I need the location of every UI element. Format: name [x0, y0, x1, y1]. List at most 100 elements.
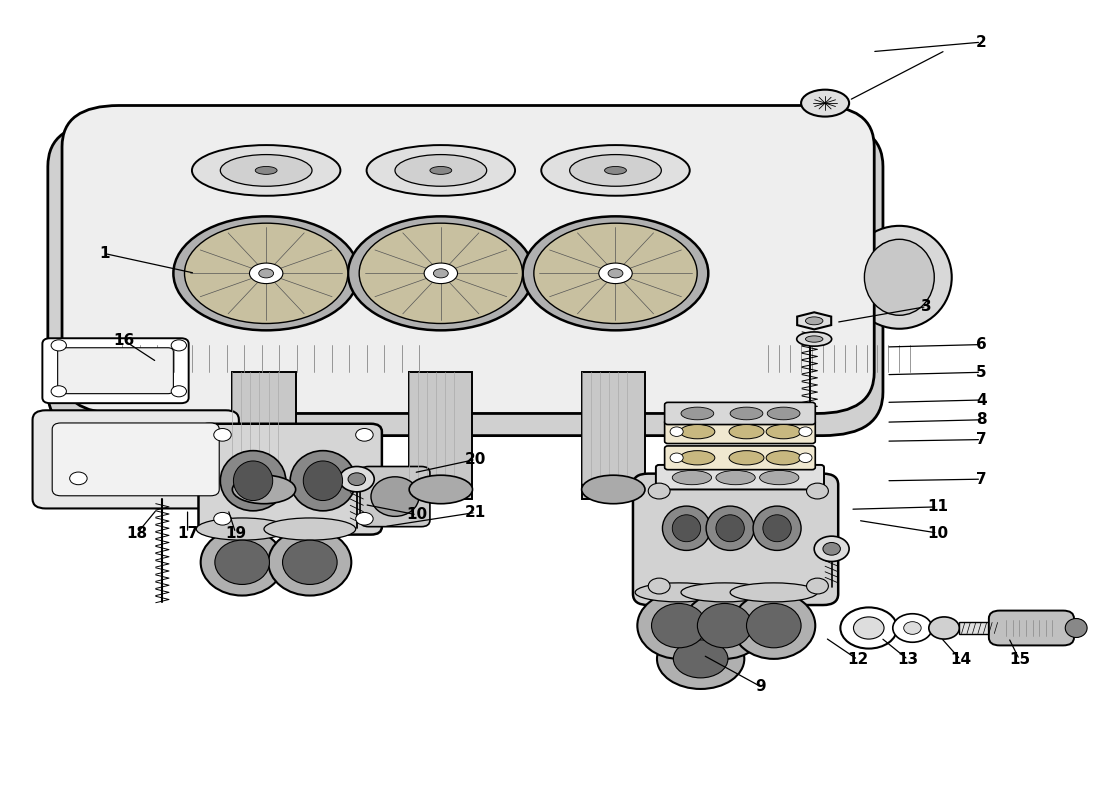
- Bar: [232, 372, 296, 499]
- Ellipse shape: [766, 450, 801, 465]
- Ellipse shape: [172, 386, 187, 397]
- Ellipse shape: [673, 640, 728, 678]
- Ellipse shape: [598, 263, 632, 283]
- Ellipse shape: [801, 90, 849, 117]
- Text: 4: 4: [976, 393, 987, 407]
- Text: 15: 15: [1009, 652, 1030, 667]
- FancyBboxPatch shape: [52, 423, 219, 496]
- Ellipse shape: [220, 154, 312, 186]
- Ellipse shape: [670, 427, 683, 437]
- Ellipse shape: [541, 145, 690, 196]
- FancyBboxPatch shape: [198, 424, 382, 534]
- Ellipse shape: [258, 269, 274, 278]
- Ellipse shape: [716, 514, 745, 542]
- Ellipse shape: [760, 470, 799, 485]
- Ellipse shape: [255, 166, 277, 174]
- Text: 6: 6: [976, 337, 987, 352]
- Text: 19: 19: [226, 526, 246, 541]
- Ellipse shape: [605, 166, 626, 174]
- Ellipse shape: [200, 529, 284, 595]
- Ellipse shape: [355, 513, 373, 525]
- FancyBboxPatch shape: [62, 106, 874, 414]
- Ellipse shape: [680, 425, 715, 438]
- Text: 21: 21: [465, 505, 486, 520]
- Ellipse shape: [290, 450, 355, 511]
- Ellipse shape: [185, 223, 348, 323]
- Ellipse shape: [232, 475, 296, 504]
- Text: 11: 11: [927, 499, 948, 514]
- Ellipse shape: [582, 475, 645, 504]
- Ellipse shape: [232, 362, 296, 386]
- Ellipse shape: [51, 386, 66, 397]
- Ellipse shape: [637, 592, 720, 659]
- FancyBboxPatch shape: [664, 446, 815, 470]
- Ellipse shape: [191, 145, 340, 196]
- Ellipse shape: [250, 263, 283, 283]
- Ellipse shape: [706, 506, 755, 550]
- Text: 17: 17: [177, 526, 198, 541]
- Ellipse shape: [570, 154, 661, 186]
- Text: 16: 16: [113, 333, 135, 348]
- Ellipse shape: [716, 470, 756, 485]
- Ellipse shape: [865, 239, 934, 315]
- Ellipse shape: [805, 317, 823, 325]
- FancyBboxPatch shape: [664, 420, 815, 443]
- Ellipse shape: [433, 269, 449, 278]
- Bar: [409, 372, 473, 499]
- FancyBboxPatch shape: [632, 474, 838, 605]
- Ellipse shape: [730, 407, 763, 420]
- Ellipse shape: [264, 518, 355, 540]
- Ellipse shape: [847, 226, 952, 329]
- Text: 20: 20: [465, 452, 486, 467]
- Ellipse shape: [805, 336, 823, 342]
- Ellipse shape: [196, 518, 288, 540]
- Ellipse shape: [395, 154, 486, 186]
- Ellipse shape: [928, 617, 959, 639]
- Ellipse shape: [360, 223, 522, 323]
- Ellipse shape: [283, 540, 337, 585]
- Text: 10: 10: [406, 507, 428, 522]
- FancyBboxPatch shape: [989, 610, 1074, 646]
- Ellipse shape: [662, 506, 711, 550]
- Text: 7: 7: [976, 472, 987, 486]
- Text: 1: 1: [99, 246, 110, 261]
- Ellipse shape: [681, 407, 714, 420]
- FancyBboxPatch shape: [33, 410, 239, 509]
- Ellipse shape: [904, 622, 921, 634]
- Ellipse shape: [522, 216, 708, 330]
- Text: 7: 7: [976, 432, 987, 447]
- Ellipse shape: [355, 429, 373, 441]
- Ellipse shape: [409, 475, 473, 504]
- Ellipse shape: [409, 362, 473, 386]
- Ellipse shape: [69, 472, 87, 485]
- Ellipse shape: [767, 407, 800, 420]
- Ellipse shape: [651, 603, 706, 648]
- Ellipse shape: [766, 425, 801, 438]
- Text: 9: 9: [756, 679, 766, 694]
- Ellipse shape: [799, 453, 812, 462]
- Ellipse shape: [51, 340, 66, 351]
- Ellipse shape: [220, 450, 286, 511]
- Ellipse shape: [747, 603, 801, 648]
- FancyBboxPatch shape: [57, 348, 174, 394]
- Ellipse shape: [893, 614, 932, 642]
- Ellipse shape: [799, 427, 812, 437]
- Ellipse shape: [608, 269, 623, 278]
- Ellipse shape: [763, 514, 791, 542]
- FancyBboxPatch shape: [656, 465, 824, 490]
- Text: 3: 3: [922, 299, 932, 314]
- FancyBboxPatch shape: [47, 123, 883, 436]
- Ellipse shape: [796, 332, 832, 346]
- Ellipse shape: [304, 461, 342, 501]
- Ellipse shape: [425, 263, 458, 283]
- Ellipse shape: [648, 483, 670, 499]
- Ellipse shape: [348, 216, 534, 330]
- Ellipse shape: [729, 425, 764, 438]
- Ellipse shape: [806, 578, 828, 594]
- Text: 12: 12: [847, 652, 869, 667]
- Ellipse shape: [582, 362, 645, 386]
- Ellipse shape: [534, 223, 697, 323]
- Ellipse shape: [730, 583, 817, 602]
- Ellipse shape: [754, 506, 801, 550]
- Ellipse shape: [635, 583, 723, 602]
